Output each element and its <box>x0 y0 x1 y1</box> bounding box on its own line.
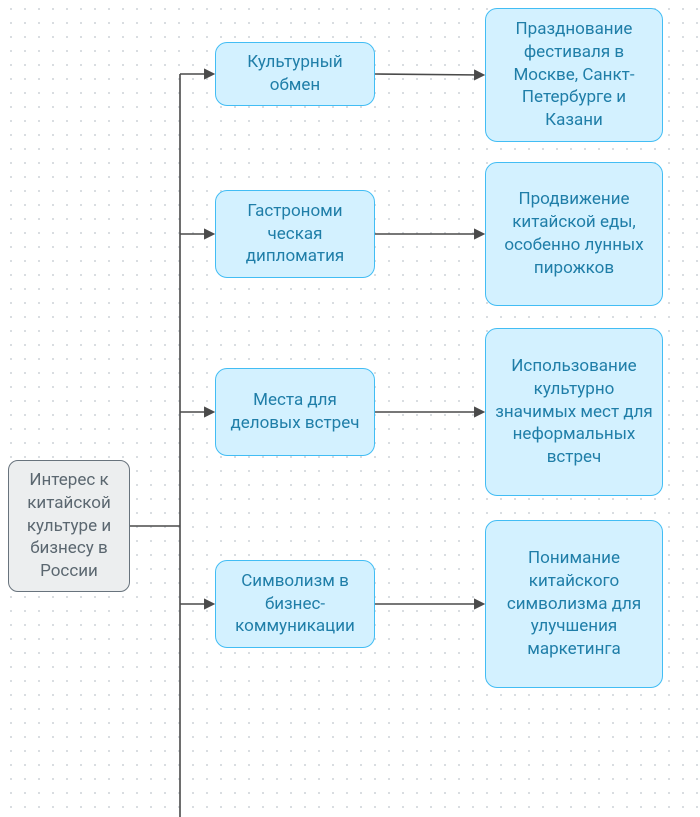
node-m2: Гастрономи ческая дипломатия <box>215 190 375 278</box>
node-d1: Празднование фестиваля в Москве, Санкт-П… <box>485 8 663 142</box>
node-label: Символизм в бизнес-коммуникации <box>224 570 366 639</box>
node-label: Интерес к китайской культуре и бизнесу в… <box>17 469 121 584</box>
node-m3: Места для деловых встреч <box>215 368 375 456</box>
node-label: Понимание китайского символизма для улуч… <box>494 547 654 662</box>
node-label: Места для деловых встреч <box>224 389 366 435</box>
node-label: Продвижение китайской еды, особенно лунн… <box>494 188 654 280</box>
node-label: Использование культурно значимых мест дл… <box>494 355 654 470</box>
node-label: Празднование фестиваля в Москве, Санкт-П… <box>494 18 654 133</box>
node-d2: Продвижение китайской еды, особенно лунн… <box>485 162 663 306</box>
node-root: Интерес к китайской культуре и бизнесу в… <box>8 460 130 592</box>
node-m4: Символизм в бизнес-коммуникации <box>215 560 375 648</box>
node-d3: Использование культурно значимых мест дл… <box>485 328 663 496</box>
node-m1: Культурный обмен <box>215 42 375 106</box>
node-label: Гастрономи ческая дипломатия <box>224 200 366 269</box>
node-label: Культурный обмен <box>224 51 366 97</box>
node-d4: Понимание китайского символизма для улуч… <box>485 520 663 688</box>
diagram-canvas: Интерес к китайской культуре и бизнесу в… <box>0 0 700 817</box>
